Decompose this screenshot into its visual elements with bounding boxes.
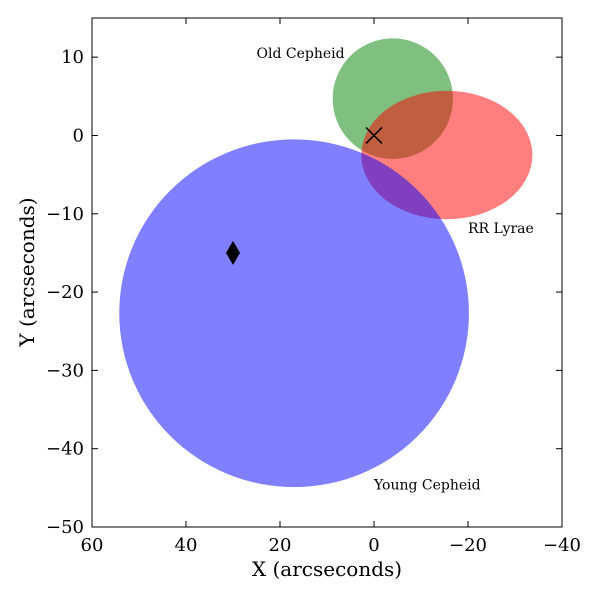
x-tick-label: 20 [269, 535, 292, 556]
x-tick-label: 60 [81, 535, 104, 556]
y-tick-label: −30 [46, 360, 84, 381]
x-tick-label: −40 [543, 535, 581, 556]
region-young-cepheid [119, 139, 469, 488]
region-label-rr-lyrae: RR Lyrae [468, 221, 534, 237]
y-tick-label: −50 [46, 517, 84, 538]
region-label-old-cepheid: Old Cepheid [257, 46, 345, 62]
y-tick-label: −40 [46, 439, 84, 460]
annotations-layer: Old Cepheid RR Lyrae Young Cepheid [257, 46, 534, 493]
y-tick-label: 0 [73, 125, 84, 146]
ticks-layer: 60 40 20 0 −20 −40 10 0 −10 −20 −30 −40 −50 [46, 18, 581, 556]
y-axis-title: Y (arcseconds) [15, 197, 39, 347]
y-tick-label: −10 [46, 204, 84, 225]
x-tick-label: −20 [449, 535, 487, 556]
markers-layer [226, 126, 383, 265]
x-tick-label: 0 [368, 535, 379, 556]
y-tick-label: −20 [46, 282, 84, 303]
x-tick-label: 40 [175, 535, 198, 556]
plot-frame [91, 17, 563, 528]
x-marker [365, 126, 383, 144]
region-label-young-cepheid: Young Cepheid [373, 478, 481, 494]
y-tick-label: 10 [61, 47, 84, 68]
diamond-marker [226, 240, 240, 265]
regions-layer [119, 38, 533, 488]
x-axis-title: X (arcseconds) [252, 557, 402, 581]
